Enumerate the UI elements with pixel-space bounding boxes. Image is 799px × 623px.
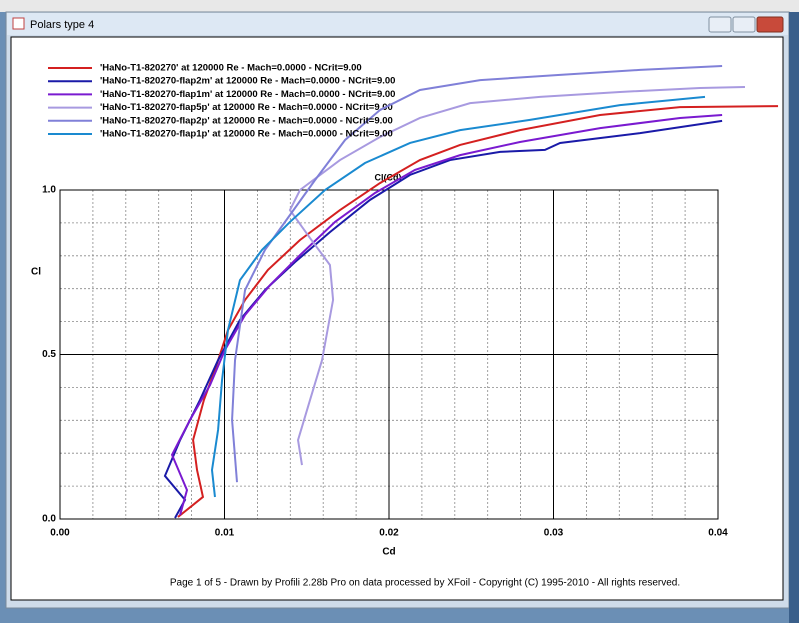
desktop-edge	[789, 12, 799, 623]
series-line	[288, 86, 745, 466]
y-axis-label: Cl	[31, 267, 41, 278]
y-tick-label: 0.0	[42, 514, 56, 525]
close-button[interactable]	[756, 16, 784, 33]
minimize-button[interactable]	[708, 16, 732, 33]
toolbar	[0, 0, 799, 12]
maximize-button[interactable]	[732, 16, 756, 33]
x-tick-label: 0.02	[379, 528, 399, 539]
y-tick-label: 0.5	[42, 349, 56, 360]
window-title: Polars type 4	[30, 19, 94, 31]
series-line	[177, 105, 779, 518]
legend-label: 'HaNo-T1-820270' at 120000 Re - Mach=0.0…	[100, 63, 362, 74]
series-line	[170, 113, 723, 516]
legend-label: 'HaNo-T1-820270-flap2p' at 120000 Re - M…	[100, 115, 393, 126]
window-icon	[12, 17, 25, 30]
legend-label: 'HaNo-T1-820270-flap1m' at 120000 Re - M…	[100, 89, 395, 100]
series-line	[210, 95, 706, 498]
legend-label: 'HaNo-T1-820270-flap2m' at 120000 Re - M…	[100, 76, 395, 87]
x-tick-label: 0.04	[708, 528, 728, 539]
x-tick-label: 0.01	[215, 528, 235, 539]
legend-label: 'HaNo-T1-820270-flap5p' at 120000 Re - M…	[100, 102, 393, 113]
y-tick-label: 1.0	[42, 185, 56, 196]
footer: Page 1 of 5 - Drawn by Profili 2.28b Pro…	[170, 578, 680, 589]
x-axis-label: Cd	[382, 547, 395, 558]
title-bar	[7, 13, 788, 35]
x-tick-label: 0.00	[50, 528, 70, 539]
plot-frame	[59, 189, 719, 520]
legend-label: 'HaNo-T1-820270-flap1p' at 120000 Re - M…	[100, 129, 393, 140]
series-line	[231, 64, 723, 483]
x-tick-label: 0.03	[544, 528, 564, 539]
